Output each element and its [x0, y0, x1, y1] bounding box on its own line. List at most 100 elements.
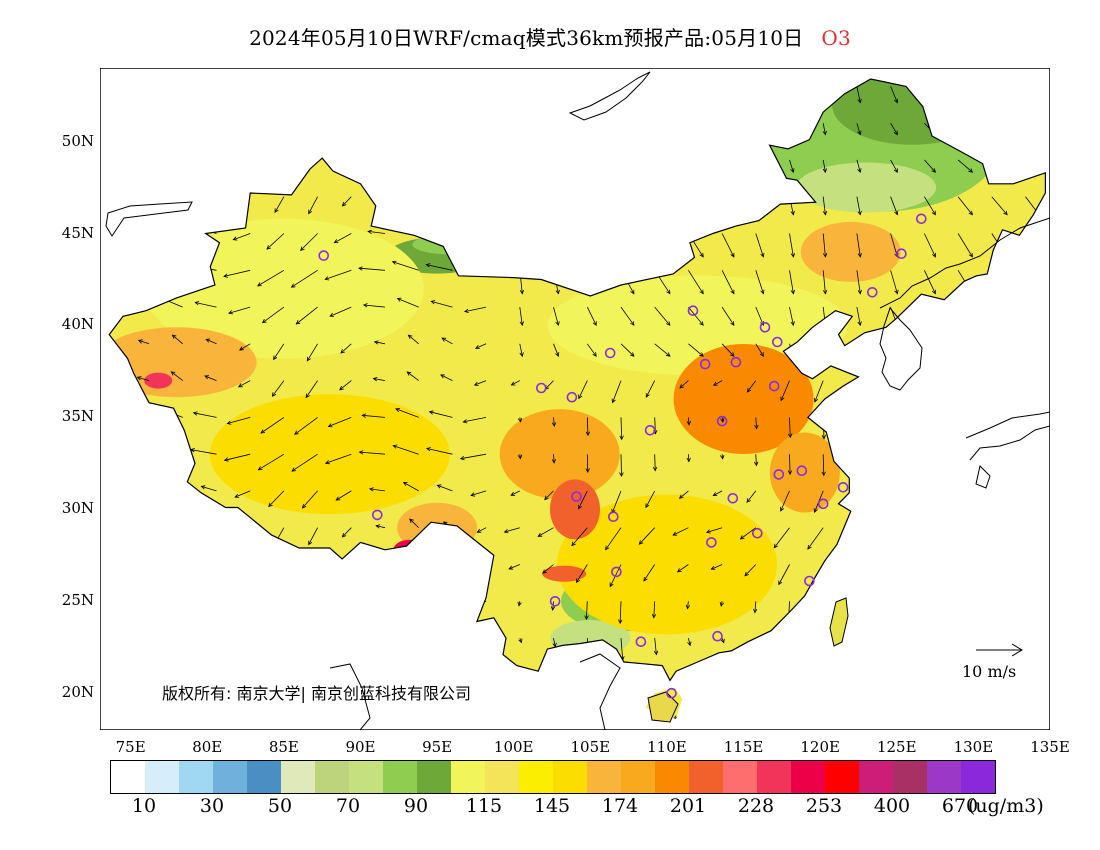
wind-vector-head	[630, 321, 635, 326]
wind-vector-head	[171, 334, 177, 339]
wind-vector	[553, 454, 555, 463]
wind-vector	[475, 343, 487, 349]
coast-balkhash	[105, 201, 193, 237]
wind-vector-head	[857, 130, 862, 136]
wind-vector-head	[931, 252, 936, 258]
longitude-label: 110E	[647, 738, 687, 756]
wind-vector-head	[857, 98, 862, 104]
wind-vector	[294, 417, 318, 435]
wind-vector	[510, 490, 520, 496]
wind-vector-head	[931, 210, 936, 216]
wind-vector-head	[290, 283, 296, 288]
wind-vector-head	[223, 457, 229, 462]
map-title: 2024年05月10日WRF/cmaq模式36km预报产品:05月10日 O3	[0, 22, 1100, 51]
wind-vector	[395, 408, 419, 418]
wind-vector-head	[814, 397, 819, 403]
station-marker	[607, 511, 619, 523]
wind-vector-head	[327, 423, 333, 428]
station-marker	[866, 287, 878, 298]
wind-vector-head	[510, 381, 516, 386]
wind-vector-head	[760, 252, 765, 258]
wind-vector	[890, 159, 898, 173]
wind-vector	[654, 454, 656, 471]
wind-vector-head	[192, 411, 198, 416]
wind-vector	[362, 414, 386, 418]
latitude-label: 40N	[61, 315, 94, 334]
wind-vector	[205, 338, 217, 345]
wind-vector	[746, 490, 757, 503]
wind-vector-head	[773, 543, 778, 549]
wind-vector	[553, 306, 559, 326]
station-marker	[666, 687, 677, 699]
wind-vector	[463, 417, 487, 423]
station-marker	[318, 250, 329, 261]
colorbar-segment	[791, 761, 825, 793]
wind-vector	[755, 233, 764, 258]
wind-vector-head	[339, 385, 344, 391]
colorbar	[110, 760, 996, 794]
colorbar-tick-label: 253	[805, 795, 843, 817]
wind-vector-head	[517, 454, 523, 460]
station-marker	[611, 566, 622, 578]
wind-vector	[239, 343, 251, 351]
wind-vector-head	[645, 503, 650, 509]
wind-vector-head	[301, 503, 307, 509]
wind-vector	[789, 454, 791, 475]
station-marker	[771, 336, 783, 348]
longitude-label: 105E	[570, 738, 611, 756]
wind-vector	[325, 453, 352, 464]
wind-vector-head	[822, 210, 828, 216]
wind-vector	[713, 380, 723, 386]
wind-vector-head	[699, 321, 704, 326]
field-patch-gold	[209, 394, 450, 515]
wind-vector	[747, 380, 757, 393]
wind-vector-head	[780, 396, 785, 402]
wind-vector-head	[643, 576, 648, 582]
wind-vector-head	[430, 300, 436, 305]
wind-vector	[204, 375, 217, 381]
wind-vector-head	[821, 434, 827, 440]
wind-vector	[325, 269, 352, 280]
wind-vector-head	[340, 349, 345, 354]
wind-vector-head	[362, 303, 368, 308]
wind-vector	[924, 270, 936, 294]
wind-vector-head	[584, 615, 589, 621]
wind-vector-head	[699, 252, 704, 258]
wind-vector-head	[205, 338, 211, 343]
wind-vector-head	[542, 569, 547, 574]
wind-vector-head	[441, 337, 447, 342]
wind-vector-head	[618, 619, 623, 625]
wind-vector-head	[232, 236, 238, 241]
wind-vector-head	[300, 246, 305, 252]
wind-vector	[470, 490, 487, 496]
wind-vector	[688, 638, 691, 646]
wind-vector	[426, 264, 453, 271]
wind-vector	[653, 601, 656, 618]
wind-vector	[688, 270, 704, 294]
wind-vector-head	[686, 420, 691, 426]
wind-vector-head	[358, 266, 363, 271]
field-patch-red-orange	[542, 565, 587, 582]
wind-vector-head	[893, 130, 898, 136]
wind-vector-head	[508, 565, 514, 570]
wind-vector	[437, 484, 453, 492]
wind-vector-head	[578, 504, 582, 510]
longitude-label: 85E	[268, 738, 299, 756]
wind-vector-head	[753, 608, 758, 614]
colorbar-tick-label: 670	[941, 795, 979, 817]
wind-vector-head	[730, 321, 735, 326]
wind-vector-head	[402, 481, 408, 486]
wind-vector	[511, 380, 520, 386]
latitude-label: 50N	[61, 131, 94, 150]
wind-vector-head	[324, 276, 330, 281]
wind-vector-head	[739, 535, 745, 540]
wind-vector-head	[787, 433, 793, 439]
wind-vector	[363, 304, 386, 308]
wind-vector	[721, 270, 735, 294]
field-patch-orange	[499, 409, 620, 500]
station-marker	[751, 527, 763, 539]
wind-vector	[744, 564, 757, 577]
station-marker	[915, 213, 927, 225]
wind-vector	[677, 564, 689, 573]
wind-vector	[780, 490, 790, 512]
